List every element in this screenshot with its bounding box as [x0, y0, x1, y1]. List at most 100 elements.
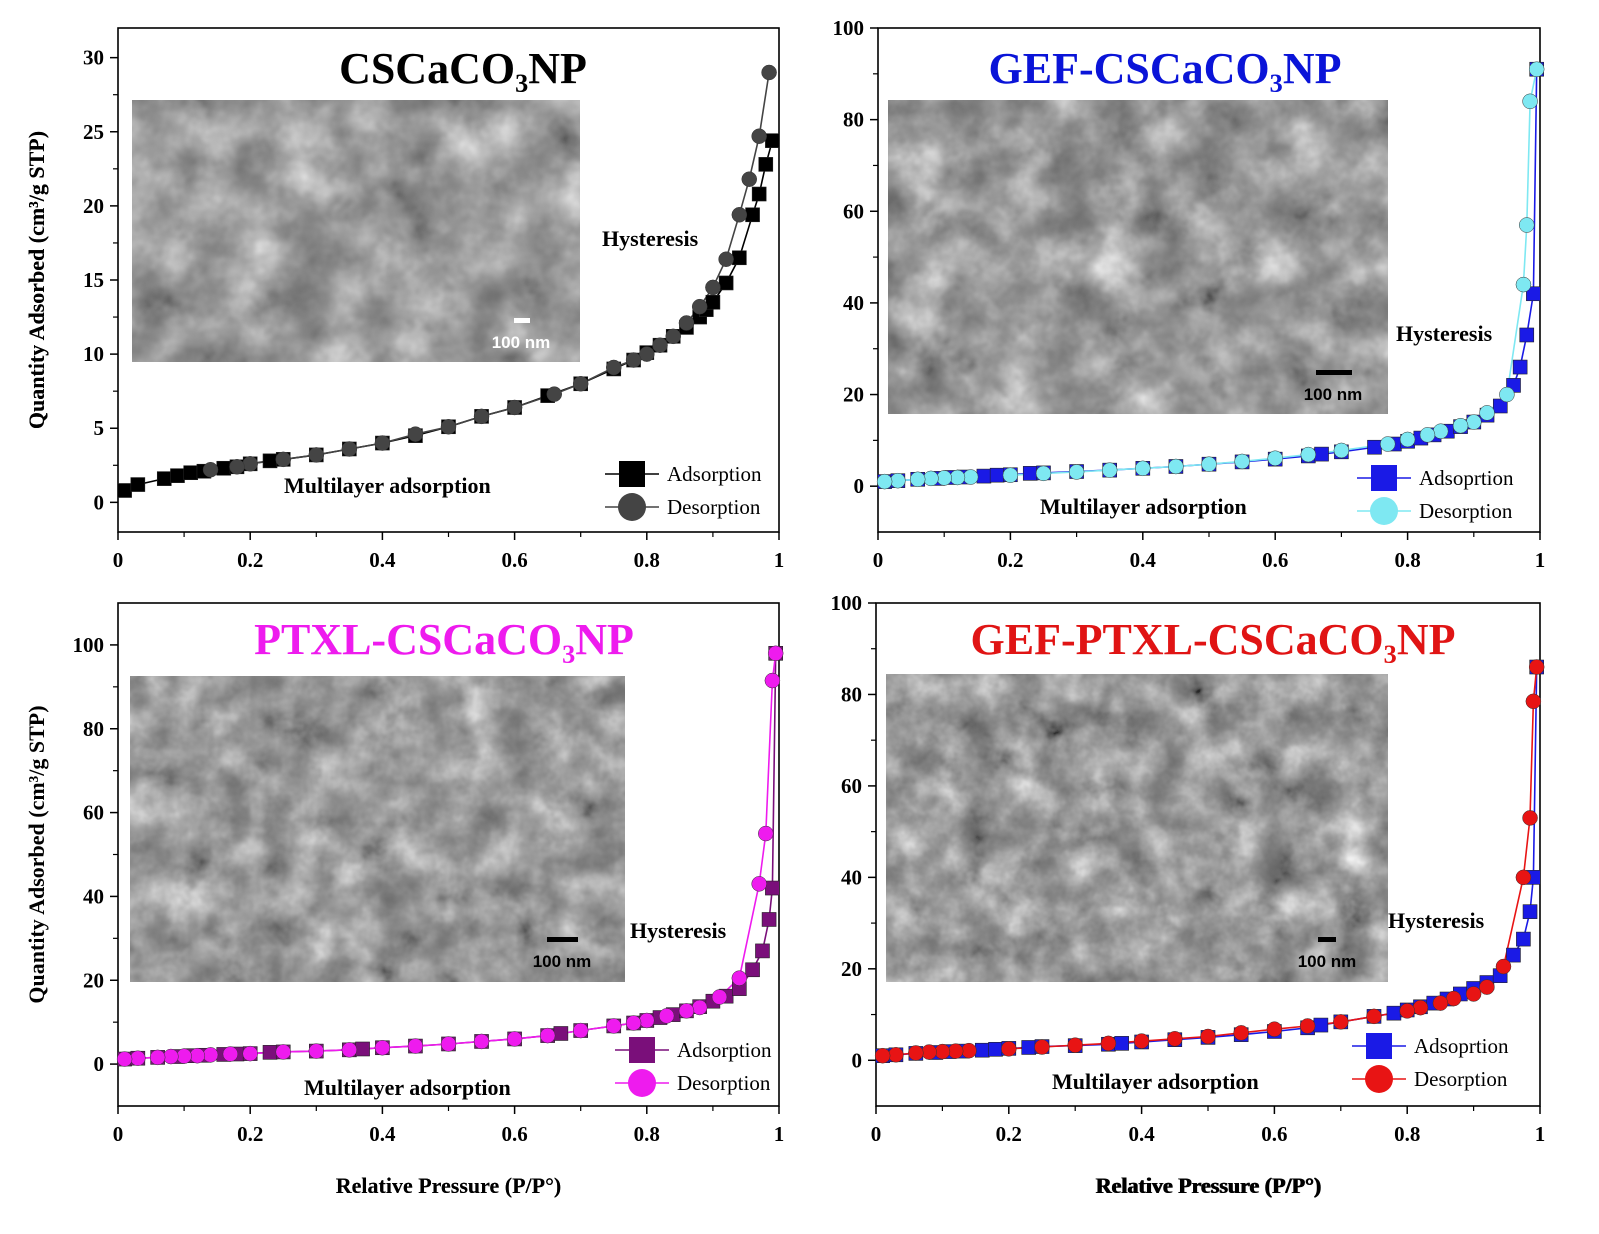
- scale-bar: [514, 318, 530, 323]
- y-tick-label: 60: [841, 774, 862, 798]
- legend-label: Desorption: [1414, 1067, 1508, 1091]
- chart-panel-4: 100 nm 0 0.2 0.4 0.6 0.8 1 0 20 40 60 80 100 Relative…: [831, 591, 1546, 1198]
- desorption-point: [407, 1038, 424, 1054]
- adsorption-point: [553, 1026, 569, 1041]
- desorption-point: [923, 470, 939, 487]
- adsorption-point: [989, 467, 1005, 483]
- desorption-point: [222, 1046, 239, 1062]
- desorption-point: [1035, 465, 1052, 482]
- adsorption-point: [1522, 904, 1538, 919]
- desorption-point: [1399, 431, 1416, 448]
- x-tick-label: 0.6: [1261, 1122, 1287, 1146]
- y-tick-label: 10: [83, 342, 104, 366]
- desorption-point: [1445, 990, 1462, 1007]
- x-tick-label: 0.8: [1394, 548, 1420, 572]
- y-axis-label: Quantity Adsorbed (cm³/g STP): [24, 131, 49, 429]
- y-tick-label: 30: [83, 46, 104, 70]
- desorption-point: [1100, 1035, 1117, 1052]
- x-tick-label: 0: [873, 548, 884, 572]
- desorption-point: [546, 386, 563, 402]
- plot-area: [117, 64, 780, 498]
- desorption-point: [189, 1047, 206, 1064]
- desorption-point: [652, 337, 668, 353]
- desorption-point: [1001, 1041, 1017, 1057]
- multilayer-annotation: Multilayer adsorption: [304, 1075, 511, 1100]
- adsorption-point: [751, 186, 767, 202]
- adsorption-point: [718, 275, 734, 291]
- y-tick-label: 40: [843, 291, 864, 315]
- desorption-point: [1333, 442, 1350, 459]
- desorption-point: [767, 645, 784, 662]
- y-tick-label: 100: [831, 591, 863, 615]
- scale-bar-label: 100 nm: [1304, 385, 1363, 404]
- desorption-point: [947, 1043, 964, 1059]
- desorption-point: [242, 1045, 258, 1062]
- y-tick-label: 25: [83, 120, 104, 144]
- desorption-point: [921, 1044, 937, 1060]
- desorption-point: [242, 456, 258, 472]
- sem-image: [132, 100, 580, 362]
- desorption-point: [1495, 958, 1512, 975]
- adsorption-point: [974, 1042, 990, 1058]
- desorption-point: [1333, 1014, 1349, 1030]
- x-tick-label: 0.8: [1394, 1122, 1420, 1146]
- desorption-point: [1515, 276, 1532, 293]
- legend: Adsorption Desorption: [605, 461, 762, 521]
- desorption-point: [606, 359, 622, 376]
- desorption-point: [130, 1050, 146, 1066]
- x-tick-label: 0: [113, 1122, 124, 1146]
- desorption-point: [764, 672, 781, 689]
- desorption-point: [890, 472, 906, 489]
- desorption-point: [908, 1045, 924, 1061]
- x-tick-label: 0.2: [996, 1122, 1022, 1146]
- adsorption-point: [758, 157, 774, 172]
- legend-circle-marker: [618, 493, 646, 521]
- legend-circle-marker: [1370, 497, 1398, 525]
- desorption-point: [625, 1015, 642, 1031]
- desorption-point: [1419, 427, 1436, 443]
- plot-area: [116, 645, 784, 1067]
- adsorption-point: [765, 133, 780, 148]
- legend: Adsoprtion Desorption: [1352, 1033, 1509, 1093]
- y-tick-label: 15: [83, 268, 104, 292]
- desorption-point: [308, 1043, 325, 1059]
- desorption-point: [658, 1008, 675, 1024]
- desorption-point: [678, 315, 695, 331]
- y-tick-label: 60: [843, 199, 864, 223]
- desorption-point: [1234, 453, 1250, 470]
- x-tick-label: 0.6: [501, 1122, 527, 1146]
- desorption-point: [1432, 423, 1449, 439]
- desorption-point: [949, 469, 966, 486]
- desorption-point: [1002, 467, 1019, 483]
- desorption-point: [1200, 1028, 1216, 1045]
- desorption-point: [1412, 999, 1429, 1016]
- desorption-point: [961, 1042, 977, 1059]
- legend-label: Desorption: [677, 1071, 771, 1095]
- y-tick-label: 0: [94, 1052, 105, 1076]
- x-tick-label: 0.2: [237, 548, 263, 572]
- desorption-point: [440, 419, 457, 435]
- adsorption-point: [988, 1041, 1003, 1057]
- desorption-point: [639, 1012, 655, 1029]
- desorption-point: [691, 999, 708, 1016]
- desorption-point: [1299, 1018, 1316, 1034]
- legend-label: Adsoprtion: [1414, 1034, 1509, 1058]
- scale-bar: [1318, 937, 1336, 942]
- chart-title: GEF-CSCaCO₃NP: [989, 44, 1342, 93]
- chart-title: CSCaCO₃NP: [339, 44, 587, 93]
- x-tick-label: 1: [1535, 1122, 1546, 1146]
- plot-area: [876, 61, 1545, 490]
- desorption-point: [1034, 1039, 1050, 1055]
- adsorption-point: [117, 483, 132, 498]
- y-tick-label: 40: [83, 884, 104, 908]
- multilayer-annotation: Multilayer adsorption: [1040, 494, 1247, 519]
- adsorption-point: [355, 1041, 370, 1057]
- y-tick-label: 0: [94, 490, 105, 514]
- y-tick-label: 20: [83, 968, 104, 992]
- y-tick-label: 40: [841, 865, 862, 889]
- desorption-point: [1528, 61, 1545, 77]
- chart-title: PTXL-CSCaCO₃NP: [254, 615, 634, 664]
- y-tick-label: 20: [841, 957, 862, 981]
- x-tick-label: 1: [774, 548, 785, 572]
- desorption-point: [1499, 386, 1515, 403]
